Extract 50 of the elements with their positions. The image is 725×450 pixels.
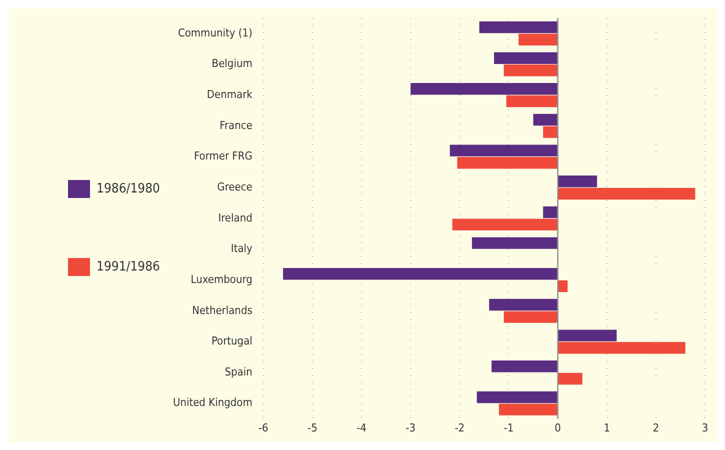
- x-tick-label: -2: [454, 421, 465, 434]
- bar: [543, 206, 558, 218]
- x-tick-label: 2: [652, 421, 660, 434]
- bar: [283, 268, 558, 280]
- y-tick-label: Greece: [217, 180, 252, 194]
- bar: [558, 280, 568, 292]
- y-tick-label: Community (1): [178, 26, 253, 40]
- y-tick-label: United Kingdom: [172, 396, 252, 410]
- bar: [479, 21, 558, 34]
- x-tick-label: 0: [554, 421, 561, 434]
- bar: [494, 52, 558, 64]
- y-tick-label: France: [220, 118, 252, 132]
- legend-label: 1986/1980: [96, 181, 160, 196]
- y-tick-label: Luxembourg: [190, 272, 252, 286]
- bar: [558, 188, 696, 200]
- y-tick-label: Italy: [230, 242, 253, 256]
- bar: [558, 330, 617, 342]
- bar: [504, 311, 558, 323]
- x-tick-label: -5: [308, 421, 318, 434]
- y-tick-label: Denmark: [206, 88, 253, 101]
- bar: [452, 218, 558, 230]
- y-tick-label: Ireland: [218, 211, 252, 224]
- x-tick-label: -4: [356, 421, 366, 434]
- bar: [472, 237, 558, 249]
- bar: [476, 391, 558, 404]
- y-tick-label: Portugal: [211, 334, 252, 348]
- bar: [410, 83, 558, 95]
- y-tick-label: Belgium: [212, 57, 252, 70]
- bar: [504, 64, 558, 76]
- y-tick-label: Former FRG: [194, 150, 252, 163]
- bar: [543, 126, 558, 138]
- x-tick-label: 3: [702, 421, 708, 434]
- legend-label: 1991/1986: [96, 259, 160, 274]
- y-tick-label: Spain: [224, 365, 252, 378]
- x-tick-label: -3: [406, 421, 416, 434]
- y-tick-label: Netherlands: [192, 304, 252, 317]
- bar: [492, 360, 558, 372]
- bar: [558, 342, 686, 354]
- x-tick-label: -6: [258, 421, 268, 434]
- bar: [506, 95, 558, 108]
- x-tick-label: 1: [604, 421, 610, 434]
- bar: [558, 372, 582, 385]
- bar: [457, 157, 558, 169]
- x-tick-label: -1: [504, 421, 514, 434]
- bar: [518, 34, 558, 46]
- bar: [498, 404, 558, 416]
- bar: [533, 114, 558, 126]
- bar: [489, 298, 558, 311]
- bar: [558, 176, 598, 188]
- bar: [450, 144, 558, 156]
